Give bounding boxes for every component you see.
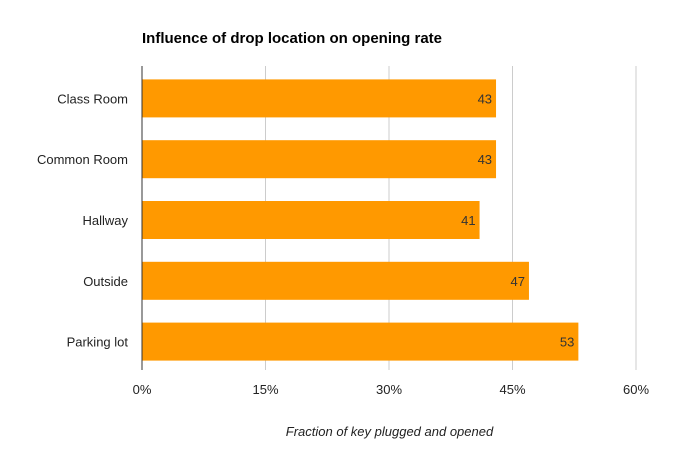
bar [142, 261, 529, 300]
bar [142, 140, 497, 179]
category-label: Common Room [37, 152, 128, 167]
category-label: Hallway [82, 213, 128, 228]
category-label: Outside [83, 274, 128, 289]
x-tick-label: 30% [376, 382, 402, 397]
category-label: Class Room [57, 91, 128, 106]
data-label: 41 [461, 213, 475, 228]
x-tick-label: 0% [133, 382, 152, 397]
data-label: 43 [478, 91, 492, 106]
bar [142, 79, 497, 118]
x-tick-label: 15% [252, 382, 278, 397]
chart-title: Influence of drop location on opening ra… [142, 30, 442, 47]
x-tick-label: 45% [499, 382, 525, 397]
data-label: 43 [478, 152, 492, 167]
x-tick-label: 60% [623, 382, 649, 397]
bar [142, 201, 480, 239]
x-axis-label: Fraction of key plugged and opened [285, 424, 494, 439]
category-label: Parking lot [67, 335, 129, 350]
bar [142, 322, 579, 361]
data-label: 47 [510, 274, 524, 289]
data-label: 53 [560, 335, 574, 350]
